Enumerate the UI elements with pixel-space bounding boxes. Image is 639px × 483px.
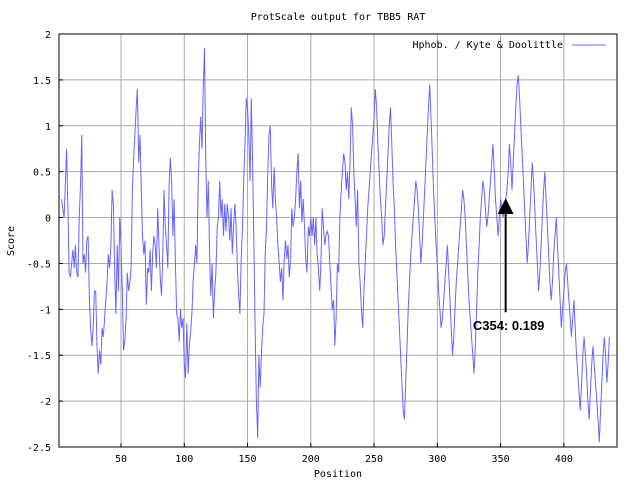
x-tick-label: 300 [428, 454, 446, 465]
x-tick-label: 150 [238, 454, 256, 465]
y-tick-label: -1.5 [27, 351, 51, 362]
y-tick-label: 0.5 [33, 168, 51, 179]
y-tick-label: 1 [45, 122, 51, 133]
x-axis-label: Position [314, 469, 362, 480]
legend: Hphob. / Kyte & Doolittle [412, 40, 606, 51]
y-tick-label: -2.5 [27, 443, 51, 454]
legend-label: Hphob. / Kyte & Doolittle [412, 40, 563, 51]
axis-ticks: 50 100 150 200 250 300 350 400 2 1.5 1 0.5 0 -0.5 -1 -1… [27, 30, 573, 465]
x-tick-label: 350 [492, 454, 510, 465]
y-axis-label: Score [6, 226, 17, 256]
y-tick-label: 1.5 [33, 76, 51, 87]
y-tick-label: -1 [39, 305, 51, 316]
y-tick-label: -0.5 [27, 259, 51, 270]
x-tick-label: 100 [175, 454, 193, 465]
x-tick-label: 50 [115, 454, 127, 465]
plot-frame [58, 33, 618, 448]
annotation-label: C354: 0.189 [473, 318, 545, 333]
chart-title: ProtScale output for TBB5 RAT [251, 12, 426, 23]
y-tick-label: 0 [45, 214, 51, 225]
y-tick-label: 2 [45, 30, 51, 41]
series-line [61, 47, 610, 443]
annotation-layer: C354: 0.189 [473, 198, 545, 333]
y-tick-label: -2 [39, 397, 51, 408]
series-layer [61, 47, 610, 443]
x-tick-label: 250 [365, 454, 383, 465]
x-tick-label: 400 [555, 454, 573, 465]
x-tick-label: 200 [302, 454, 320, 465]
